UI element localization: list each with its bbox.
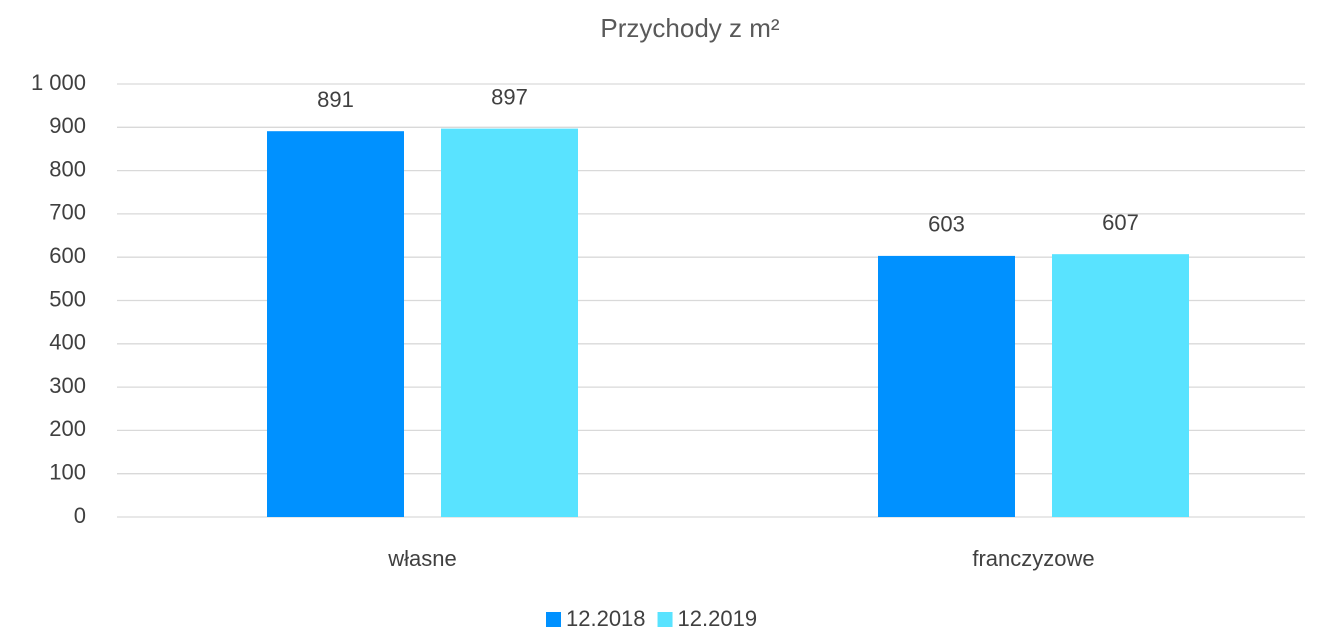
bar xyxy=(441,128,578,517)
value-label: 897 xyxy=(491,84,528,109)
legend-label: 12.2018 xyxy=(566,606,646,631)
y-tick-label: 300 xyxy=(49,373,86,398)
y-tick-label: 400 xyxy=(49,330,86,355)
bar xyxy=(878,255,1015,517)
bar xyxy=(1052,254,1189,517)
y-tick-label: 700 xyxy=(49,200,86,225)
y-tick-label: 800 xyxy=(49,156,86,181)
y-tick-label: 0 xyxy=(74,503,86,528)
x-tick-label: franczyzowe xyxy=(972,546,1094,571)
chart-title: Przychody z m² xyxy=(600,13,779,43)
y-tick-label: 600 xyxy=(49,243,86,268)
y-tick-label: 900 xyxy=(49,113,86,138)
legend-label: 12.2019 xyxy=(678,606,758,631)
y-tick-label: 1 000 xyxy=(31,70,86,95)
value-label: 603 xyxy=(928,212,965,237)
x-tick-label: własne xyxy=(387,546,456,571)
value-label: 891 xyxy=(317,87,354,112)
y-tick-label: 200 xyxy=(49,416,86,441)
bar xyxy=(267,131,404,517)
legend-swatch xyxy=(657,612,673,627)
value-label: 607 xyxy=(1102,210,1139,235)
y-tick-label: 100 xyxy=(49,460,86,485)
y-tick-label: 500 xyxy=(49,286,86,311)
legend-swatch xyxy=(546,612,561,627)
